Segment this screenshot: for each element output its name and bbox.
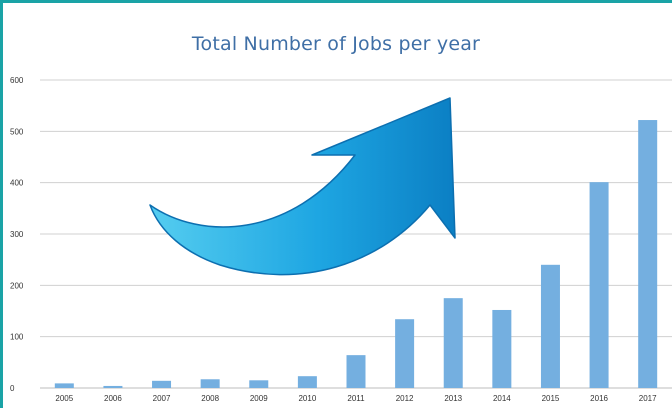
x-tick-label: 2008 [201, 394, 219, 403]
x-tick-label: 2012 [396, 394, 414, 403]
bar-2016 [589, 182, 609, 388]
bar-2012 [395, 319, 415, 388]
y-tick-label: 300 [10, 230, 24, 239]
upward-trend-arrow [149, 97, 456, 276]
bar-2006 [103, 385, 123, 388]
x-tick-label: 2010 [298, 394, 316, 403]
x-tick-label: 2005 [55, 394, 73, 403]
y-tick-label: 0 [10, 384, 15, 393]
x-tick-label: 2017 [639, 394, 657, 403]
bar-2007 [152, 380, 172, 388]
bar-2013 [443, 298, 463, 388]
bar-2011 [346, 355, 366, 388]
y-tick-label: 200 [10, 281, 24, 290]
bar-2014 [492, 309, 512, 388]
bar-2017 [638, 120, 658, 388]
bar-2010 [297, 376, 317, 388]
x-tick-label: 2015 [542, 394, 560, 403]
bar-2005 [54, 383, 74, 388]
y-tick-label: 600 [10, 76, 24, 85]
x-tick-label: 2007 [153, 394, 171, 403]
y-axis: 0 100 200 300 400 500 600 [10, 76, 24, 393]
chart-title: Total Number of Jobs per year [191, 33, 481, 55]
x-tick-label: 2014 [493, 394, 511, 403]
y-tick-label: 400 [10, 179, 24, 188]
x-tick-label: 2009 [250, 394, 268, 403]
x-tick-label: 2006 [104, 394, 122, 403]
x-axis: 2005 2006 2007 2008 2009 2010 2011 2012 2013 2014… [55, 394, 657, 403]
y-tick-label: 100 [10, 333, 24, 342]
x-tick-label: 2016 [590, 394, 608, 403]
bars [54, 120, 658, 388]
bar-2008 [200, 379, 220, 388]
x-tick-label: 2011 [347, 394, 365, 403]
x-tick-label: 2013 [444, 394, 462, 403]
y-tick-label: 500 [10, 127, 24, 136]
bar-2009 [249, 380, 269, 388]
bar-2015 [540, 264, 560, 388]
